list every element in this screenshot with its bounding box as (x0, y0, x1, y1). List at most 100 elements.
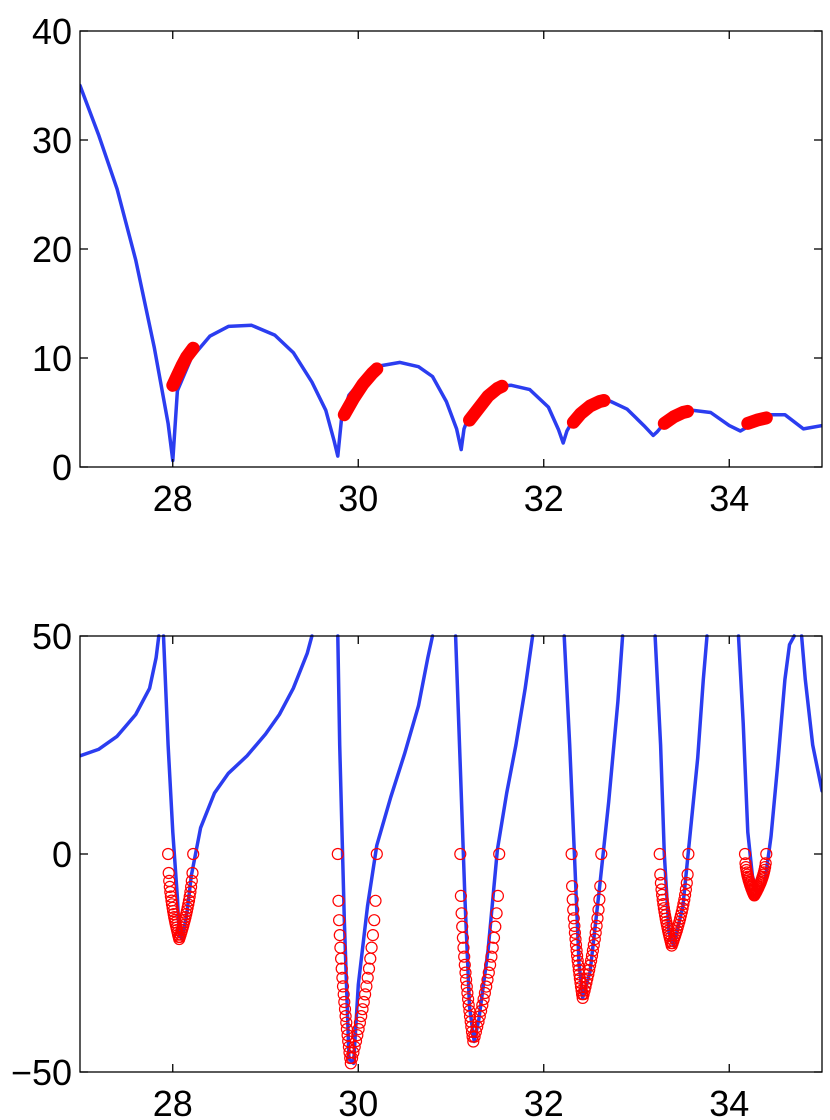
bottom-marker (457, 941, 470, 954)
bottom-marker (486, 941, 499, 954)
bottom-marker (677, 897, 690, 911)
bottom-marker (335, 962, 348, 975)
top-highlight-segment-0 (166, 341, 200, 392)
bottom-marker (341, 1029, 354, 1042)
bottom-marker (185, 880, 198, 894)
bottom-marker (681, 868, 694, 881)
bottom-marker (594, 880, 607, 893)
bottom-marker (485, 950, 498, 963)
bottom-marker (359, 988, 372, 1001)
top-ytick-label: 20 (32, 229, 72, 270)
bottom-marker (355, 1009, 368, 1023)
bottom-marker (187, 847, 200, 861)
bottom-marker (163, 880, 176, 894)
top-ytick-label: 10 (32, 338, 72, 379)
top-xtick-label: 30 (338, 478, 378, 519)
bottom-marker (653, 847, 666, 861)
top-xtick-label: 32 (524, 478, 564, 519)
bottom-ytick-label: 0 (52, 834, 72, 875)
bottom-marker (162, 866, 175, 880)
top-highlight-segment-3 (566, 394, 611, 429)
bottom-xtick-label: 34 (709, 1083, 749, 1120)
bottom-marker (482, 966, 495, 979)
bottom-marker (351, 1029, 364, 1042)
bottom-marker (348, 1040, 361, 1054)
bottom-marker (656, 893, 669, 906)
bottom-marker (570, 949, 584, 962)
top-xtick-label: 34 (709, 478, 749, 519)
bottom-marker (568, 919, 581, 933)
bottom-xtick-label: 28 (153, 1083, 193, 1120)
bottom-ytick-label: −50 (11, 1052, 72, 1093)
bottom-marker-group-1 (331, 847, 383, 1070)
bottom-curve-segment-2 (336, 634, 435, 1066)
bottom-marker (567, 912, 580, 925)
bottom-marker (347, 1046, 360, 1059)
bottom-marker (573, 968, 586, 981)
bottom-marker (490, 907, 503, 920)
top-highlight-segment-2 (463, 379, 509, 427)
bottom-marker (365, 941, 378, 954)
bottom-marker (183, 890, 196, 903)
bottom-marker (655, 888, 669, 902)
bottom-chart-axes-box (79, 635, 823, 1073)
bottom-marker (459, 966, 472, 979)
bottom-marker (460, 973, 473, 986)
bottom-marker-group-5 (738, 847, 773, 902)
bottom-marker (568, 926, 582, 939)
bottom-chart: 28 30 32 34 −50 0 50 (11, 616, 823, 1120)
bottom-marker (680, 876, 693, 890)
bottom-marker (454, 889, 467, 903)
bottom-marker (361, 971, 374, 984)
bottom-marker (461, 986, 474, 1000)
bottom-marker (566, 893, 579, 906)
bottom-marker (164, 885, 177, 899)
bottom-curve-segment-3 (453, 634, 535, 1044)
bottom-marker (366, 928, 379, 942)
bottom-marker (473, 1010, 486, 1023)
bottom-marker (454, 847, 467, 861)
bottom-marker (489, 920, 502, 933)
bottom-marker (480, 980, 493, 993)
bottom-curve-segment-1 (161, 634, 314, 941)
bottom-marker (567, 903, 580, 916)
bottom-marker (572, 959, 585, 972)
bottom-marker (565, 880, 579, 893)
bottom-marker (654, 868, 667, 881)
bottom-marker (477, 993, 490, 1006)
bottom-marker (182, 894, 196, 907)
bottom-marker (588, 932, 601, 946)
bottom-marker (458, 958, 471, 972)
bottom-marker (352, 1022, 365, 1036)
top-chart: 28 30 32 34 0 10 20 30 40 (32, 11, 823, 519)
bottom-marker-group-2 (454, 847, 506, 1048)
top-ytick-label: 30 (32, 120, 72, 161)
bottom-curve-segment-0 (80, 634, 161, 758)
bottom-curve-segment-7 (799, 634, 822, 793)
bottom-marker (493, 847, 506, 861)
bottom-marker (340, 1022, 353, 1036)
bottom-marker (370, 847, 383, 861)
bottom-marker (349, 1035, 363, 1048)
bottom-marker (339, 1009, 352, 1023)
bottom-marker (738, 847, 752, 861)
bottom-marker (362, 962, 376, 975)
bottom-marker (331, 847, 344, 861)
bottom-marker (467, 1035, 480, 1048)
bottom-marker (582, 968, 595, 981)
top-highlight-segment-5 (741, 411, 773, 430)
top-chart-ticks: 28 30 32 34 0 10 20 30 40 (32, 11, 822, 519)
top-curve-segment-0 (80, 83, 822, 463)
bottom-marker (759, 857, 772, 870)
bottom-marker (475, 1004, 488, 1018)
bottom-marker (595, 847, 608, 861)
bottom-marker (360, 980, 373, 993)
bottom-marker (565, 847, 578, 861)
bottom-marker (679, 883, 693, 896)
bottom-marker (357, 995, 370, 1009)
bottom-marker (581, 972, 594, 985)
bottom-marker (590, 919, 603, 933)
bottom-marker (162, 847, 175, 861)
bottom-marker (570, 944, 583, 957)
